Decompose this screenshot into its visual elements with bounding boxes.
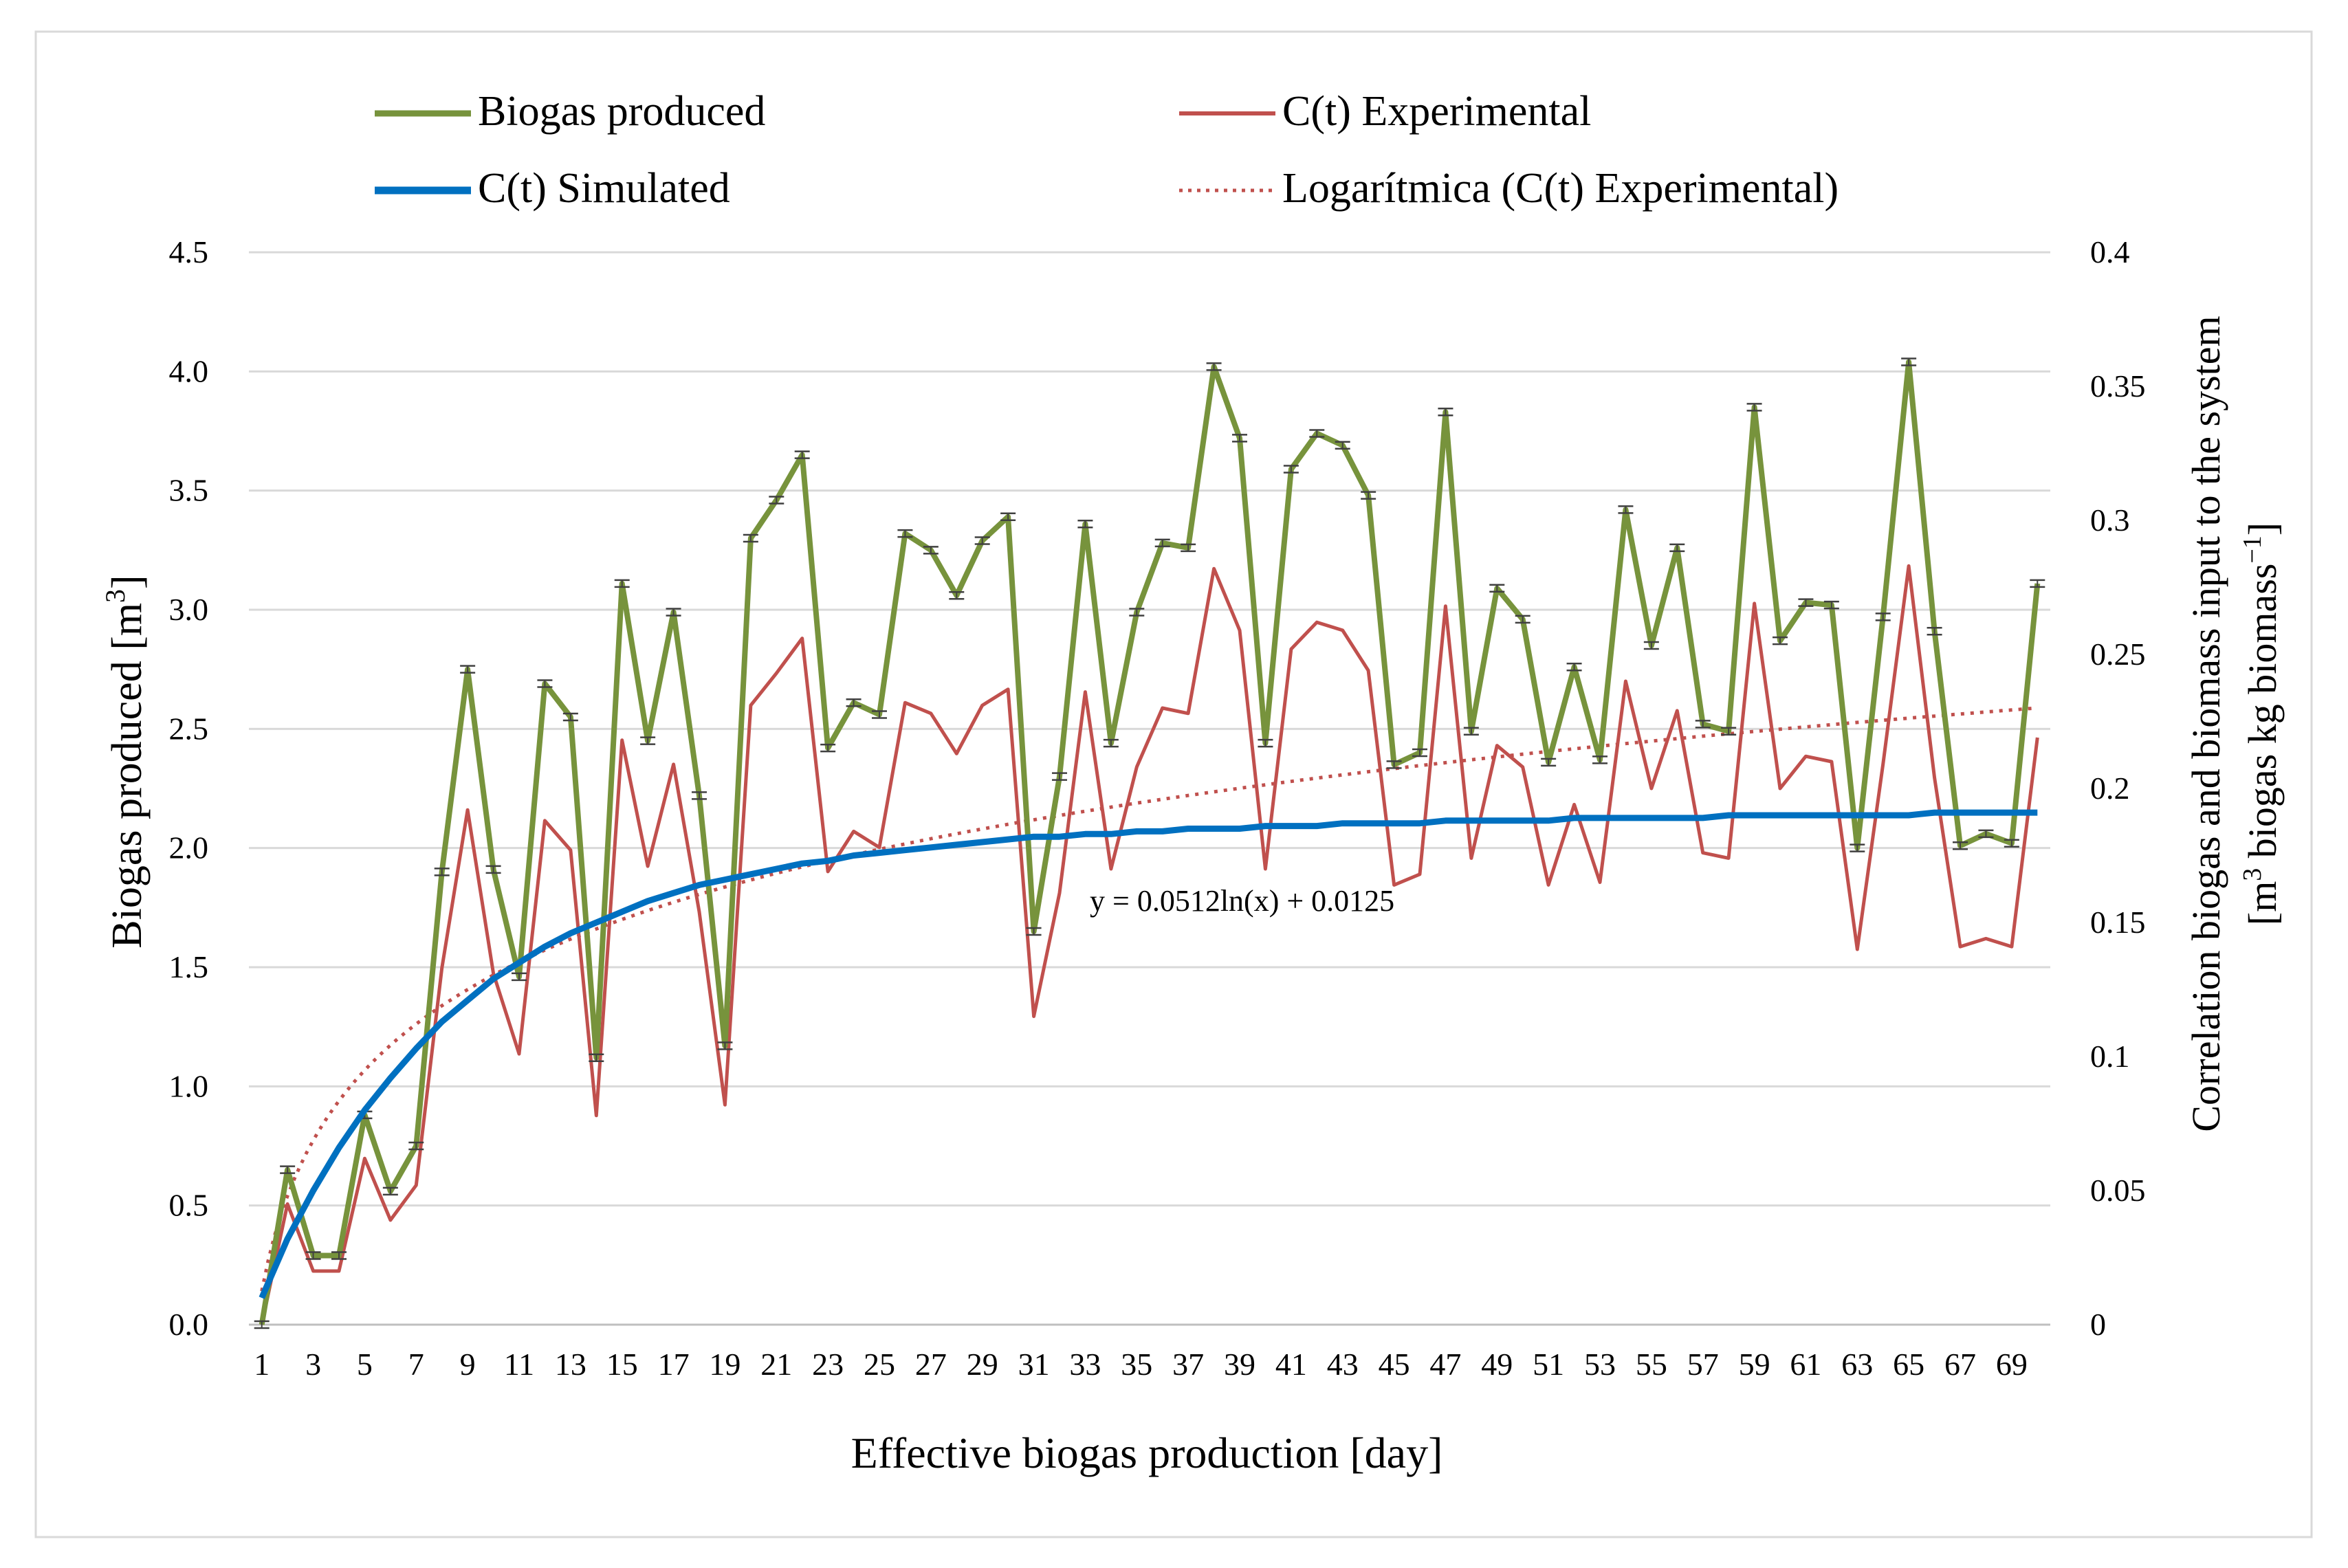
y-tick-label: 1.5 [169, 949, 209, 984]
y-tick-label: 1.0 [169, 1068, 209, 1103]
x-tick-label: 29 [967, 1347, 998, 1382]
y-axis-title-sup: 3 [100, 589, 131, 603]
x-tick-label: 65 [1893, 1347, 1924, 1382]
x-tick-label: 21 [760, 1347, 792, 1382]
series-ct-simulated [259, 809, 2038, 1299]
y2-tick-label: 0.3 [2090, 503, 2130, 538]
y2-tick-label: 0.05 [2090, 1173, 2146, 1208]
x-axis-ticks: 1 3 5 7 9 11 13 15 17 19 21 23 25 27 29 31 33 35 37 39 41 43 4… [254, 1347, 2028, 1382]
y2-tick-label: 0.4 [2090, 234, 2130, 269]
x-tick-label: 61 [1790, 1347, 1821, 1382]
y2-title-a: [m [2240, 881, 2285, 925]
x-tick-label: 51 [1533, 1347, 1564, 1382]
y-tick-label: 2.0 [169, 830, 209, 865]
x-tick-label: 13 [555, 1347, 586, 1382]
legend-label-experimental: C(t) Experimental [1282, 88, 1591, 135]
chart-frame [34, 30, 2313, 1538]
x-tick-label: 53 [1584, 1347, 1616, 1382]
x-tick-label: 39 [1224, 1347, 1255, 1382]
y2-axis-ticks: 0 0.05 0.1 0.15 0.2 0.25 0.3 0.35 0.4 [2090, 234, 2146, 1342]
y2-tick-label: 0.25 [2090, 637, 2146, 672]
legend-label-biogas: Biogas produced [478, 88, 765, 135]
x-tick-label: 55 [1636, 1347, 1667, 1382]
x-tick-label: 9 [460, 1347, 476, 1382]
x-tick-label: 15 [606, 1347, 638, 1382]
y-axis-title-end: ] [104, 575, 151, 589]
y2-axis-title-line2: [m3 biogas kg biomass−1] [2238, 522, 2285, 925]
y2-title-b: biogas kg biomass [2240, 564, 2285, 868]
y-tick-label: 3.0 [169, 592, 209, 627]
series-biogas-produced [259, 359, 2041, 1325]
x-tick-label: 27 [915, 1347, 947, 1382]
x-tick-label: 1 [254, 1347, 270, 1382]
x-tick-label: 49 [1481, 1347, 1513, 1382]
x-tick-label: 69 [1996, 1347, 2028, 1382]
x-axis-title: Effective biogas production [day] [851, 1428, 1443, 1477]
x-tick-label: 45 [1379, 1347, 1410, 1382]
x-tick-label: 19 [709, 1347, 740, 1382]
x-tick-label: 37 [1172, 1347, 1204, 1382]
x-tick-label: 23 [812, 1347, 844, 1382]
x-tick-label: 35 [1121, 1347, 1152, 1382]
y2-tick-label: 0.1 [2090, 1039, 2130, 1074]
legend-label-simulated: C(t) Simulated [478, 165, 730, 212]
x-tick-label: 17 [658, 1347, 690, 1382]
y2-title-sup1: 3 [2238, 868, 2267, 881]
series-layer [254, 357, 2045, 1329]
x-tick-label: 59 [1739, 1347, 1770, 1382]
x-tick-label: 47 [1429, 1347, 1461, 1382]
x-tick-label: 67 [1944, 1347, 1976, 1382]
y-tick-label: 4.0 [169, 353, 209, 388]
y2-tick-label: 0.15 [2090, 905, 2146, 940]
y2-title-c: ] [2240, 522, 2285, 535]
y-tick-label: 0.5 [169, 1188, 209, 1223]
legend-label-trend: Logarítmica (C(t) Experimental) [1282, 165, 1839, 212]
x-tick-label: 7 [408, 1347, 424, 1382]
y-tick-label: 3.5 [169, 473, 209, 508]
x-tick-label: 5 [357, 1347, 373, 1382]
y-axis-title-main: Biogas produced [m [104, 603, 151, 949]
y-axis-ticks: 0.0 0.5 1.0 1.5 2.0 2.5 3.0 3.5 4.0 4.5 [169, 234, 209, 1342]
y-axis-title: Biogas produced [m3] [100, 575, 151, 948]
trendline-equation: y = 0.0512ln(x) + 0.0125 [1090, 884, 1394, 918]
y2-axis-title-line1: Correlation biogas and biomass input to … [2184, 316, 2228, 1131]
x-tick-label: 43 [1327, 1347, 1359, 1382]
y-tick-label: 4.5 [169, 234, 209, 269]
x-tick-label: 31 [1018, 1347, 1050, 1382]
x-tick-label: 25 [864, 1347, 895, 1382]
x-tick-label: 57 [1687, 1347, 1719, 1382]
legend: Biogas produced C(t) Experimental C(t) S… [375, 88, 1839, 212]
series-ct-experimental [260, 564, 2039, 1325]
x-tick-label: 3 [305, 1347, 321, 1382]
x-tick-label: 11 [504, 1347, 534, 1382]
y-tick-label: 0.0 [169, 1307, 209, 1342]
x-tick-label: 33 [1069, 1347, 1101, 1382]
x-tick-label: 63 [1841, 1347, 1873, 1382]
y2-tick-label: 0 [2090, 1307, 2106, 1342]
grid [249, 251, 2050, 1207]
x-tick-label: 41 [1275, 1347, 1307, 1382]
y-tick-label: 2.5 [169, 711, 209, 746]
y2-tick-label: 0.35 [2090, 368, 2146, 404]
y2-title-sup2: −1 [2238, 535, 2267, 563]
y2-tick-label: 0.2 [2090, 771, 2130, 806]
